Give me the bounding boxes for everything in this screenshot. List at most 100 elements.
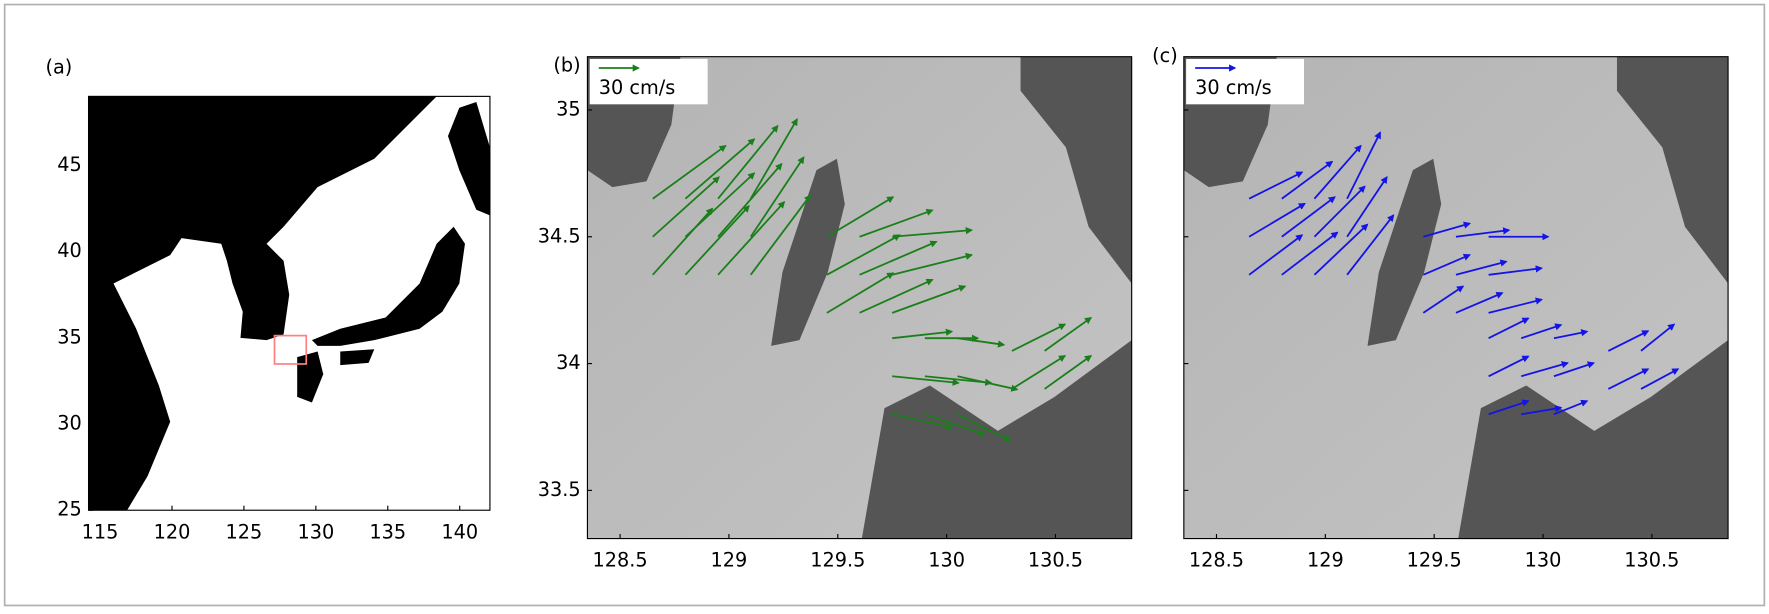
- velocity-arrow: [1488, 265, 1543, 276]
- panel-b-map: [586, 56, 1133, 540]
- velocity-arrow: [1281, 160, 1334, 200]
- panel-a-map: [87, 95, 491, 511]
- panel-label: (b): [553, 53, 580, 76]
- y-tick-label: 33.5: [538, 478, 581, 501]
- velocity-arrow: [1422, 253, 1471, 276]
- velocity-arrow: [1607, 368, 1650, 390]
- x-tick-label: 129: [711, 549, 748, 572]
- velocity-arrow: [1313, 144, 1362, 200]
- velocity-arrow: [684, 172, 756, 238]
- panel-label: (a): [45, 56, 72, 79]
- x-tick-label: 130.5: [1028, 549, 1083, 572]
- velocity-arrow: [892, 227, 974, 238]
- x-tick-label: 130.5: [1624, 549, 1679, 572]
- velocity-arrow: [826, 234, 901, 276]
- velocity-arrow: [1488, 399, 1530, 416]
- y-tick-label: 30: [57, 412, 82, 435]
- velocity-arrow: [1521, 361, 1569, 378]
- velocity-arrow: [1455, 227, 1511, 238]
- y-tick-label: 34.5: [538, 224, 581, 247]
- velocity-arrow: [891, 252, 973, 276]
- velocity-arrow: [1248, 234, 1304, 276]
- velocity-arrow: [957, 413, 1012, 442]
- velocity-arrow: [892, 413, 954, 430]
- velocity-arrow: [1521, 405, 1563, 416]
- scale-label: 30 cm/s: [1195, 76, 1272, 99]
- velocity-arrow: [1422, 285, 1465, 314]
- x-tick-label: 130: [928, 549, 965, 572]
- panel-label: (c): [1152, 44, 1178, 67]
- velocity-arrow: [684, 204, 750, 276]
- velocity-arrow: [749, 194, 812, 276]
- velocity-arrow: [1607, 330, 1650, 352]
- velocity-arrow: [924, 413, 986, 436]
- x-tick-label: 129.5: [1407, 549, 1462, 572]
- panel-c-map: [1183, 56, 1729, 540]
- x-tick-label: 125: [226, 520, 263, 543]
- x-tick-label: 129.5: [810, 549, 865, 572]
- velocity-arrow: [1011, 323, 1067, 352]
- velocity-arrow: [1044, 355, 1093, 390]
- y-tick-label: 34: [556, 351, 581, 374]
- velocity-arrow: [859, 240, 938, 276]
- velocity-arrow: [717, 124, 779, 200]
- x-tick-label: 130: [297, 520, 334, 543]
- velocity-arrow: [1423, 221, 1471, 238]
- velocity-arrow: [892, 328, 954, 340]
- velocity-arrow: [652, 207, 714, 276]
- x-tick-label: 129: [1307, 549, 1344, 572]
- frame: [3, 3, 1766, 607]
- velocity-arrow: [826, 272, 895, 314]
- velocity-arrow: [1044, 316, 1093, 352]
- velocity-arrow: [859, 208, 934, 238]
- x-tick-label: 128.5: [593, 549, 648, 572]
- velocity-arrow: [749, 118, 798, 200]
- velocity-arrow: [1640, 368, 1680, 390]
- velocity-arrow: [1455, 259, 1508, 276]
- y-tick-label: 35: [57, 325, 82, 348]
- x-tick-label: 115: [82, 520, 119, 543]
- y-tick-label: 45: [57, 153, 82, 176]
- velocity-arrow: [1488, 317, 1530, 340]
- velocity-arrow: [1248, 202, 1306, 238]
- velocity-arrow: [892, 375, 960, 386]
- velocity-arrow: [749, 156, 805, 238]
- scale-legend-box: [589, 58, 708, 105]
- velocity-arrow: [1346, 214, 1395, 276]
- x-tick-label: 130: [1525, 549, 1562, 572]
- velocity-arrow: [652, 176, 720, 238]
- velocity-arrow: [1248, 171, 1304, 200]
- velocity-arrow: [826, 196, 895, 238]
- scale-label: 30 cm/s: [599, 76, 676, 99]
- velocity-arrow: [1313, 185, 1366, 238]
- velocity-arrow: [1488, 355, 1530, 378]
- velocity-arrow: [1313, 223, 1369, 276]
- velocity-arrow: [859, 278, 934, 314]
- velocity-arrow: [957, 375, 1019, 392]
- x-tick-label: 140: [441, 520, 478, 543]
- velocity-arrow: [652, 144, 727, 200]
- x-tick-label: 120: [154, 520, 191, 543]
- velocity-arrow: [1520, 323, 1563, 340]
- y-tick-label: 35: [556, 97, 581, 120]
- velocity-arrow: [1346, 176, 1388, 238]
- velocity-arrow: [891, 284, 967, 314]
- velocity-arrow: [717, 162, 783, 238]
- velocity-arrow: [1281, 196, 1336, 238]
- y-tick-label: 40: [57, 239, 82, 262]
- x-tick-label: 128.5: [1189, 549, 1244, 572]
- velocity-arrow: [1553, 329, 1589, 340]
- velocity-arrow: [1488, 297, 1543, 314]
- velocity-arrow: [1011, 355, 1067, 390]
- velocity-arrow: [1281, 231, 1339, 276]
- velocity-arrow: [1640, 323, 1676, 352]
- velocity-arrow: [1553, 399, 1589, 416]
- scale-legend-box: [1186, 58, 1305, 105]
- velocity-arrow: [1553, 361, 1595, 378]
- velocity-arrow: [1346, 131, 1381, 200]
- x-tick-label: 135: [369, 520, 406, 543]
- y-tick-label: 25: [57, 498, 82, 521]
